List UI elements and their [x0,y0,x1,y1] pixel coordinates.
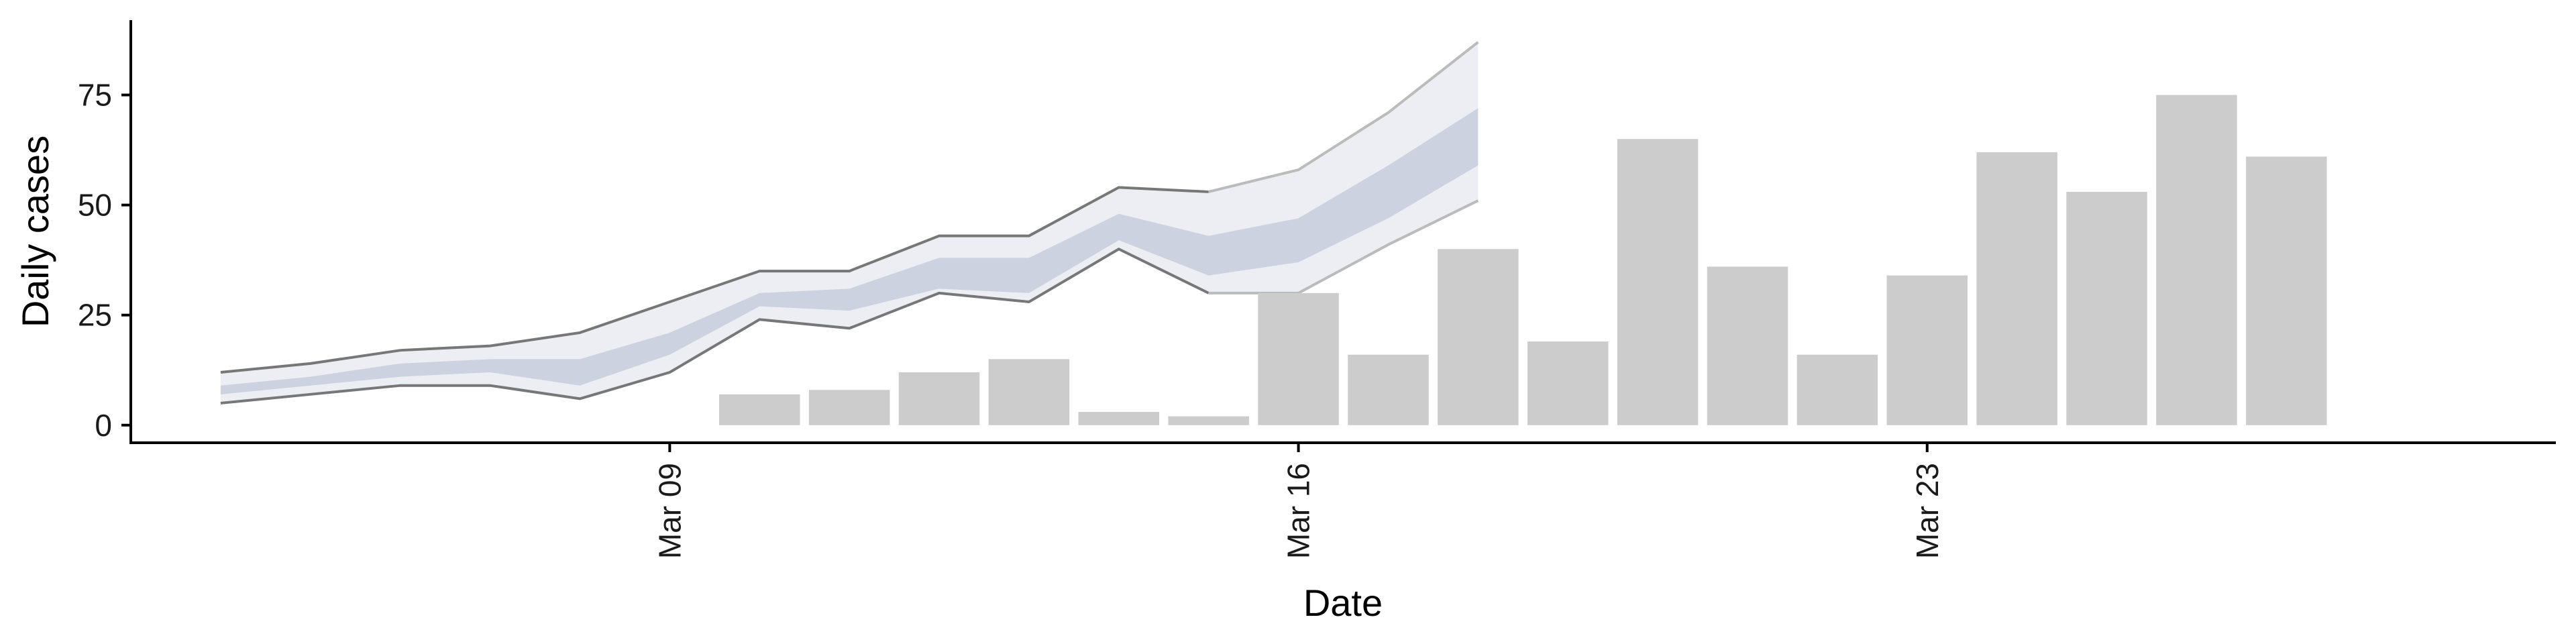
forecast-band-90 [220,42,1479,403]
x-ticks: Mar 09 Mar 16 Mar 23 [652,443,1945,559]
y-tick-label-0: 0 [95,408,112,443]
bar-2020-03-19 [1527,341,1609,425]
forecast-band-50 [220,108,1479,394]
bar-2020-03-15 [1168,416,1249,425]
upper-bound-line-forecast [1208,41,1479,193]
y-tick-label-75: 75 [78,78,112,113]
bar-2020-03-16 [1258,292,1339,425]
lower-bound-line [220,247,1210,405]
bar-2020-03-22 [1796,354,1878,425]
bar-2020-03-27 [2246,156,2327,425]
bar-2020-03-21 [1707,266,1788,425]
y-tick-label-25: 25 [78,298,112,333]
bar-2020-03-26 [2156,95,2237,425]
x-tick-label-2020-03-09: Mar 09 [652,463,687,559]
y-ticks: 0 25 50 75 [78,78,131,443]
bar-2020-03-12 [898,372,980,425]
bar-2020-03-25 [2066,191,2147,425]
bar-2020-03-23 [1886,275,1968,425]
x-tick-label-2020-03-16: Mar 16 [1281,463,1316,559]
bar-2020-03-24 [1976,152,2057,425]
forecast-layer [220,41,1479,405]
x-tick-label-2020-03-23: Mar 23 [1910,463,1945,559]
bar-2020-03-20 [1617,139,1699,425]
upper-bound-line [220,186,1209,374]
bar-2020-03-11 [808,390,890,425]
y-tick-label-50: 50 [78,188,112,223]
y-axis-title: Daily cases [14,136,56,327]
bar-2020-03-13 [988,359,1070,425]
bar-2020-03-10 [718,394,800,425]
lower-bound-line-forecast [1208,199,1479,294]
bar-2020-03-17 [1348,354,1429,425]
x-axis-title: Date [1303,582,1383,624]
bar-2020-03-18 [1438,249,1519,425]
bars-layer [718,95,2327,425]
axes-layer [129,20,2556,444]
bar-2020-03-14 [1078,412,1160,425]
